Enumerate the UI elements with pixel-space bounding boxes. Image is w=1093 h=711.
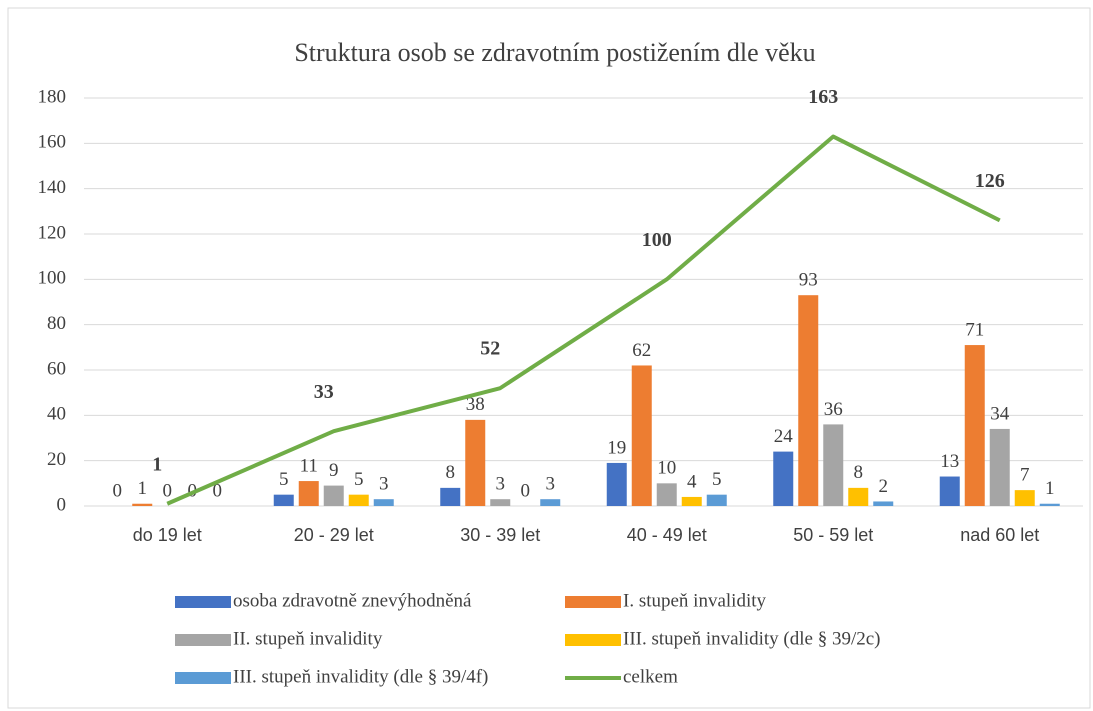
bar <box>964 345 985 506</box>
y-tick-label: 40 <box>47 404 66 425</box>
x-tick-label: 50 - 59 let <box>793 525 873 545</box>
bar-value-label: 5 <box>354 469 364 490</box>
bar <box>273 494 294 506</box>
legend-swatch <box>565 596 621 608</box>
bar-value-label: 93 <box>799 270 818 291</box>
line-value-label: 1 <box>152 453 162 475</box>
bar-value-label: 0 <box>163 480 173 501</box>
bar-value-label: 1 <box>1045 478 1055 499</box>
bar-value-label: 3 <box>546 474 556 495</box>
bar-value-label: 8 <box>446 462 456 483</box>
bar-value-label: 0 <box>213 480 223 501</box>
bar-value-label: 2 <box>879 476 889 497</box>
bar <box>1039 503 1060 506</box>
bar <box>989 428 1010 506</box>
legend-label: III. stupeň invalidity (dle § 39/4f) <box>233 666 488 687</box>
bar-value-label: 11 <box>300 455 318 476</box>
line <box>166 134 1001 506</box>
bar-value-label: 7 <box>1020 464 1030 485</box>
legend-swatch <box>175 596 231 608</box>
bar-value-label: 24 <box>774 426 794 447</box>
line-value-label: 52 <box>480 338 500 360</box>
bar-value-label: 8 <box>854 462 864 483</box>
x-tick-label: do 19 let <box>133 525 202 545</box>
x-tick-label: nad 60 let <box>960 525 1039 545</box>
bar <box>490 499 511 506</box>
bar <box>773 451 794 506</box>
x-tick-label: 20 - 29 let <box>294 525 374 545</box>
bar-value-label: 34 <box>990 403 1010 424</box>
bar <box>681 496 702 506</box>
bar <box>540 499 561 506</box>
bar-value-label: 0 <box>521 480 531 501</box>
legend-label: osoba zdravotně znevýhodněná <box>233 590 472 611</box>
legend-swatch <box>565 634 621 646</box>
bar-value-label: 5 <box>279 469 289 490</box>
bar <box>465 419 486 506</box>
bar <box>706 494 727 506</box>
bar-value-label: 36 <box>824 399 843 420</box>
y-tick-label: 60 <box>47 358 66 379</box>
y-tick-label: 180 <box>38 86 67 107</box>
bar-value-label: 4 <box>687 471 697 492</box>
bar <box>132 503 153 506</box>
bar-value-label: 3 <box>379 474 389 495</box>
bar-value-label: 10 <box>657 458 676 479</box>
bar <box>298 481 319 506</box>
x-tick-label: 30 - 39 let <box>460 525 540 545</box>
bar <box>631 365 652 506</box>
y-tick-label: 0 <box>57 494 67 515</box>
bar <box>848 487 869 506</box>
bar-value-label: 9 <box>329 460 339 481</box>
chart-title: Struktura osob se zdravotním postižením … <box>294 38 815 67</box>
bar-value-label: 62 <box>632 340 651 361</box>
bar-value-label: 3 <box>496 474 506 495</box>
legend-label: II. stupeň invalidity <box>233 628 383 649</box>
bar-value-label: 19 <box>607 437 626 458</box>
bar-value-label: 0 <box>113 480 123 501</box>
line-value-label: 100 <box>642 229 672 251</box>
bar-value-label: 1 <box>138 478 148 499</box>
bar <box>873 501 894 506</box>
line-value-label: 126 <box>975 170 1005 192</box>
bar <box>656 483 677 506</box>
line-value-label: 33 <box>314 381 334 403</box>
bar <box>939 476 960 506</box>
y-tick-label: 80 <box>47 313 66 334</box>
bar-value-label: 38 <box>466 394 485 415</box>
y-tick-label: 100 <box>38 268 67 289</box>
line-value-label: 163 <box>808 86 838 108</box>
bar <box>440 487 461 506</box>
y-tick-label: 160 <box>38 132 67 153</box>
bar <box>606 462 627 506</box>
legend-label: III. stupeň invalidity (dle § 39/2c) <box>623 628 881 649</box>
bar-value-label: 71 <box>965 319 984 340</box>
bar <box>323 485 344 506</box>
y-tick-label: 120 <box>38 222 67 243</box>
bar <box>798 295 819 506</box>
x-tick-label: 40 - 49 let <box>627 525 707 545</box>
y-tick-label: 20 <box>47 449 66 470</box>
bar-value-label: 13 <box>940 451 959 472</box>
legend-swatch <box>175 634 231 646</box>
y-tick-label: 140 <box>38 177 67 198</box>
bar <box>348 494 369 506</box>
bar-value-label: 5 <box>712 469 722 490</box>
bar <box>373 499 394 506</box>
bar <box>823 424 844 506</box>
legend-swatch <box>175 672 231 684</box>
legend-label: celkem <box>623 666 678 687</box>
bar <box>1014 490 1035 506</box>
legend-label: I. stupeň invalidity <box>623 590 767 611</box>
